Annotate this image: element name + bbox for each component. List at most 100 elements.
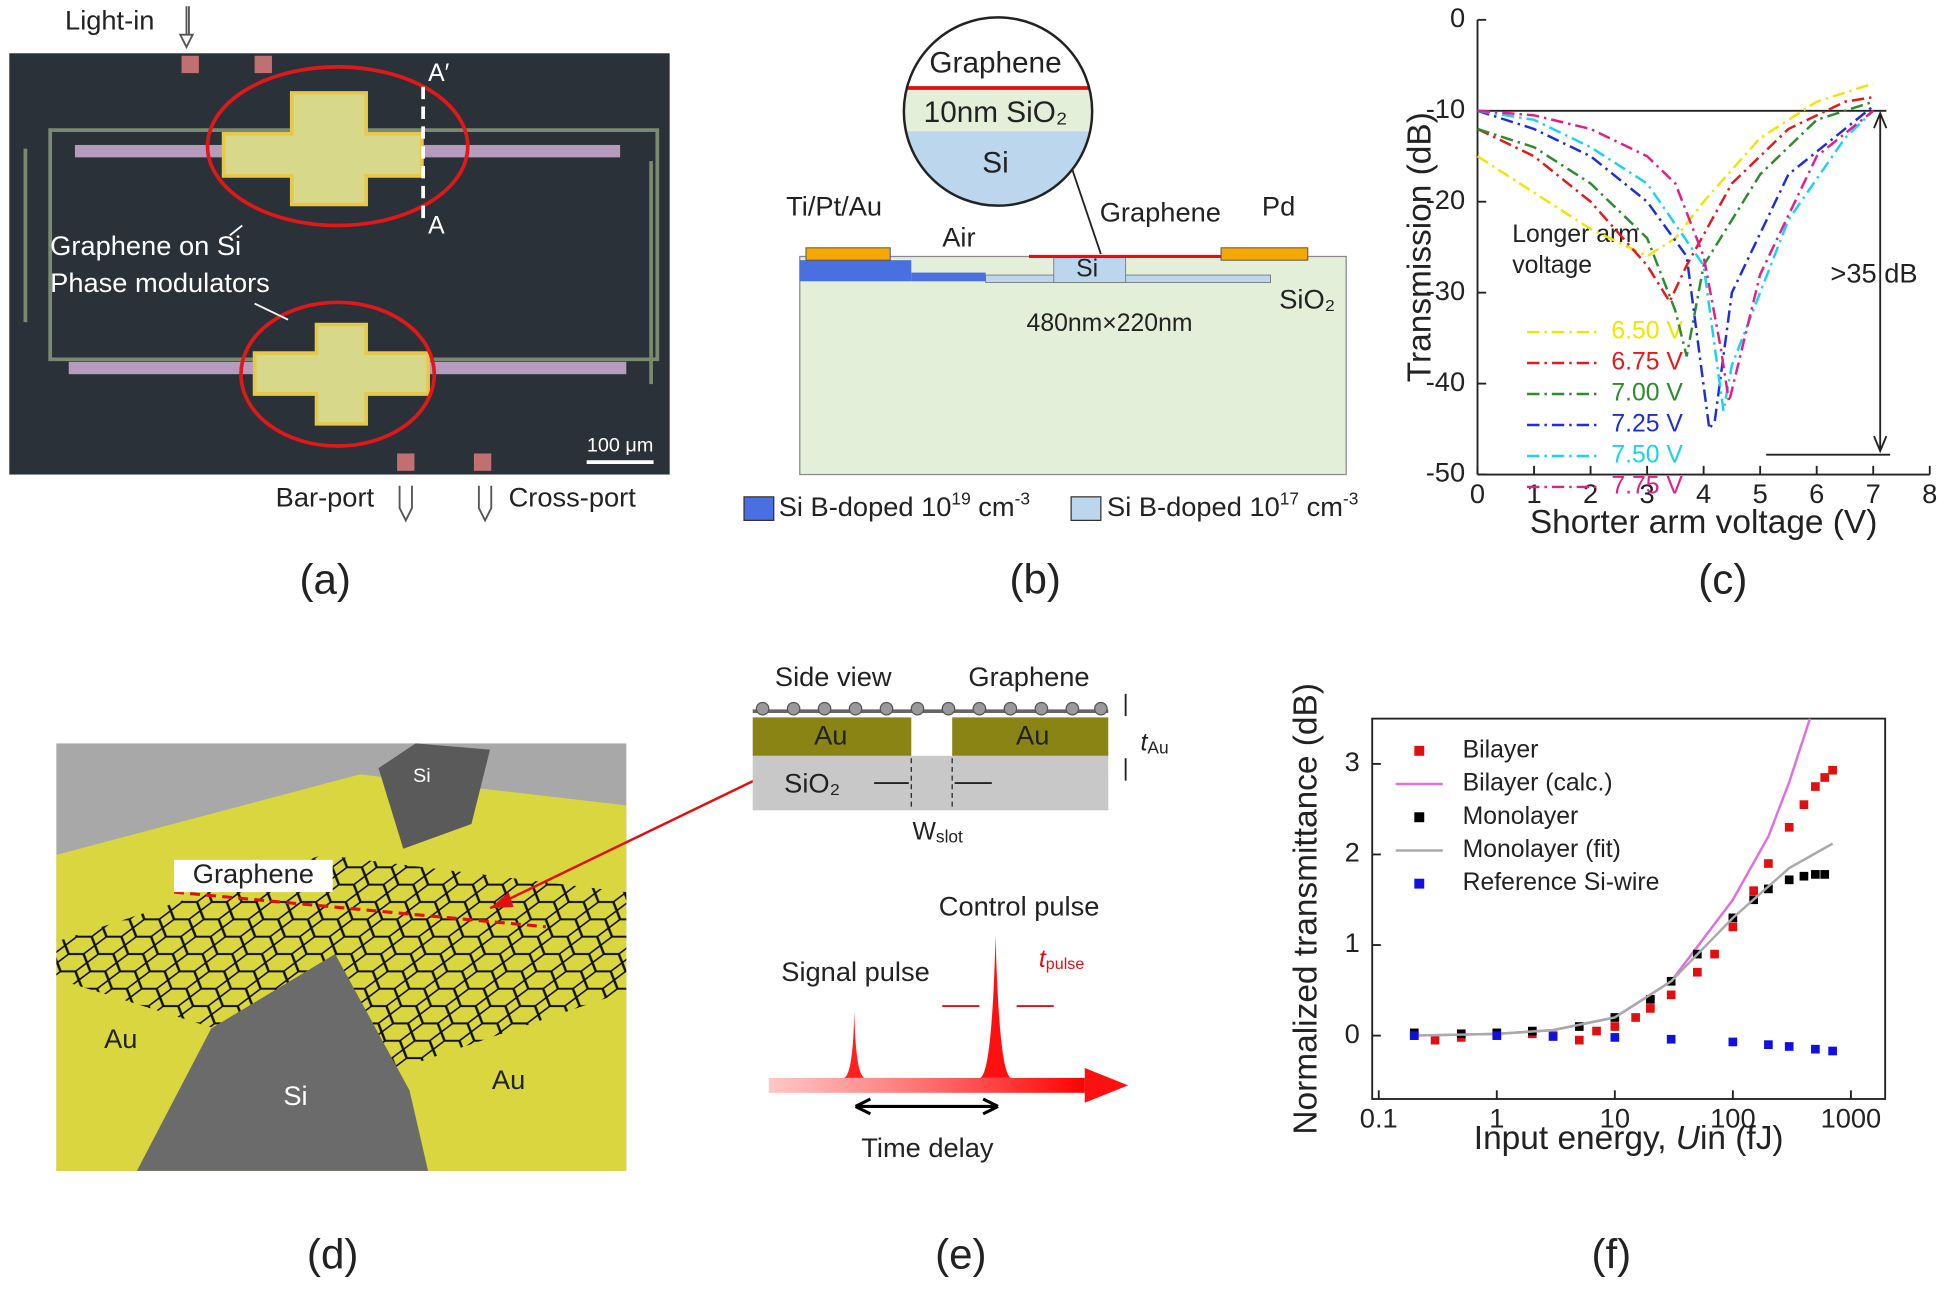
- t: t: [1141, 729, 1149, 756]
- y-tick-label: -10: [1426, 93, 1465, 124]
- y-tick-label: 3: [1345, 746, 1360, 777]
- x-tick-label: 4: [1696, 478, 1711, 509]
- panel-label: (a): [300, 555, 351, 602]
- sub: Au: [1147, 737, 1168, 757]
- x-title-part: Input energy,: [1474, 1120, 1676, 1157]
- legend-swatch: [1414, 878, 1425, 889]
- legend-unit: cm: [971, 491, 1015, 522]
- marker: [1764, 884, 1773, 894]
- marker: [1784, 875, 1794, 885]
- air: Air: [942, 221, 975, 252]
- legend-label: Monolayer: [1463, 803, 1579, 830]
- legend-swatch: [1414, 812, 1425, 823]
- x-tick-label: 2: [1583, 478, 1598, 509]
- ti-pt-au: Ti/Pt/Au: [786, 190, 882, 221]
- x-tick-label: 10: [1600, 1102, 1630, 1133]
- sio2: SiO₂: [784, 768, 840, 799]
- au: Au: [1016, 719, 1049, 750]
- x-axis-title: Input energy, Uin (fJ): [1474, 1120, 1784, 1157]
- marker: [1610, 1022, 1620, 1031]
- sub: pulse: [1046, 955, 1085, 973]
- marker: [1749, 886, 1758, 896]
- cross-port: Cross-port: [509, 482, 637, 513]
- legend-sup: -3: [1015, 488, 1030, 508]
- marker: [1811, 1044, 1820, 1054]
- legend-sup: -3: [1343, 488, 1358, 508]
- marker: [1728, 1037, 1738, 1047]
- x-tick-label: 3: [1640, 478, 1655, 509]
- graphene: Graphene: [193, 858, 314, 889]
- marker: [1666, 990, 1676, 1000]
- x-tick-label: 7: [1866, 478, 1881, 509]
- series-line: [1477, 105, 1875, 433]
- panel-label: (b): [1009, 555, 1060, 602]
- legend-label: 6.75 V: [1611, 349, 1683, 376]
- marker: [1631, 1013, 1640, 1022]
- x-tick-label: 6: [1809, 478, 1824, 509]
- light-in: Light-in: [65, 5, 154, 36]
- panel-label: (f): [1591, 1231, 1631, 1278]
- a-prime: A′: [428, 60, 450, 87]
- legend-text: Si B-doped 10: [1107, 491, 1280, 522]
- marker: [1784, 822, 1794, 832]
- legend-swatch: [1414, 745, 1425, 756]
- inset-graphene: Graphene: [929, 46, 1061, 79]
- marker: [1646, 1004, 1655, 1013]
- size: 480nm×220nm: [1027, 310, 1193, 337]
- a-mark: A: [428, 212, 445, 239]
- legend-doped: Si B-doped 1019 cm-3: [779, 488, 1030, 523]
- y-tick-label: -50: [1426, 457, 1465, 488]
- x-tick-label: 100: [1710, 1102, 1755, 1133]
- marker: [1693, 967, 1702, 977]
- marker: [1592, 1026, 1601, 1036]
- marker: [1492, 1031, 1502, 1040]
- marker: [1666, 1034, 1676, 1044]
- au-right: Au: [492, 1064, 525, 1095]
- panel-label: (c): [1698, 555, 1747, 602]
- legend-label: 7.50 V: [1611, 442, 1683, 469]
- marker: [1574, 1022, 1584, 1031]
- si: Si: [1076, 256, 1098, 283]
- w-slot: Wslot: [913, 818, 964, 846]
- series-line: [1476, 95, 1874, 305]
- legend-label: Bilayer: [1463, 736, 1539, 763]
- si-bottom: Si: [283, 1080, 307, 1111]
- marker: [1828, 1046, 1837, 1056]
- mod-label: Graphene on Si: [50, 230, 241, 261]
- marker: [1764, 1040, 1773, 1049]
- marker: [1799, 871, 1809, 881]
- marker: [1409, 1031, 1419, 1040]
- series-line: [1476, 82, 1874, 258]
- sio2: SiO₂: [1279, 283, 1335, 314]
- panel-b: Graphene 10nm SiO₂ Si Ti/Pt/Au Graphene …: [743, 16, 1358, 602]
- au-left: Au: [104, 1023, 137, 1054]
- panel-d: Si Graphene Au Si Au (d): [56, 743, 788, 1278]
- marker: [1811, 870, 1820, 879]
- annotation: >35 dB: [1830, 257, 1917, 288]
- y-tick-label: 2: [1345, 837, 1360, 868]
- plot-frame: [1371, 717, 1887, 1100]
- bar-port: Bar-port: [276, 482, 375, 513]
- x-tick-label: 0.1: [1360, 1102, 1398, 1133]
- x-title-part: in (fJ): [1700, 1120, 1784, 1157]
- marker: [1548, 1032, 1558, 1041]
- marker: [1764, 859, 1773, 868]
- x-tick-label: 5: [1753, 478, 1768, 509]
- legend-text: Si B-doped 10: [779, 491, 952, 522]
- time-delay: Time delay: [861, 1132, 994, 1163]
- marker: [1820, 870, 1830, 879]
- y-tick-label: 0: [1345, 1018, 1360, 1049]
- y-axis-title: Transmission (dB): [1402, 112, 1439, 382]
- marker: [1646, 995, 1655, 1004]
- x-axis-title: Shorter arm voltage (V): [1530, 504, 1878, 541]
- legend-label: Reference Si-wire: [1463, 869, 1660, 896]
- inset-sio2: 10nm SiO₂: [924, 96, 1068, 129]
- au: Au: [814, 719, 847, 750]
- legend-label: 7.25 V: [1611, 411, 1683, 438]
- y-tick-label: 0: [1450, 2, 1465, 33]
- x-tick-label: 1000: [1821, 1102, 1882, 1133]
- y-tick-label: -20: [1426, 184, 1465, 215]
- control-pulse: Control pulse: [939, 890, 1100, 921]
- legend-title: Longer arm: [1512, 221, 1639, 248]
